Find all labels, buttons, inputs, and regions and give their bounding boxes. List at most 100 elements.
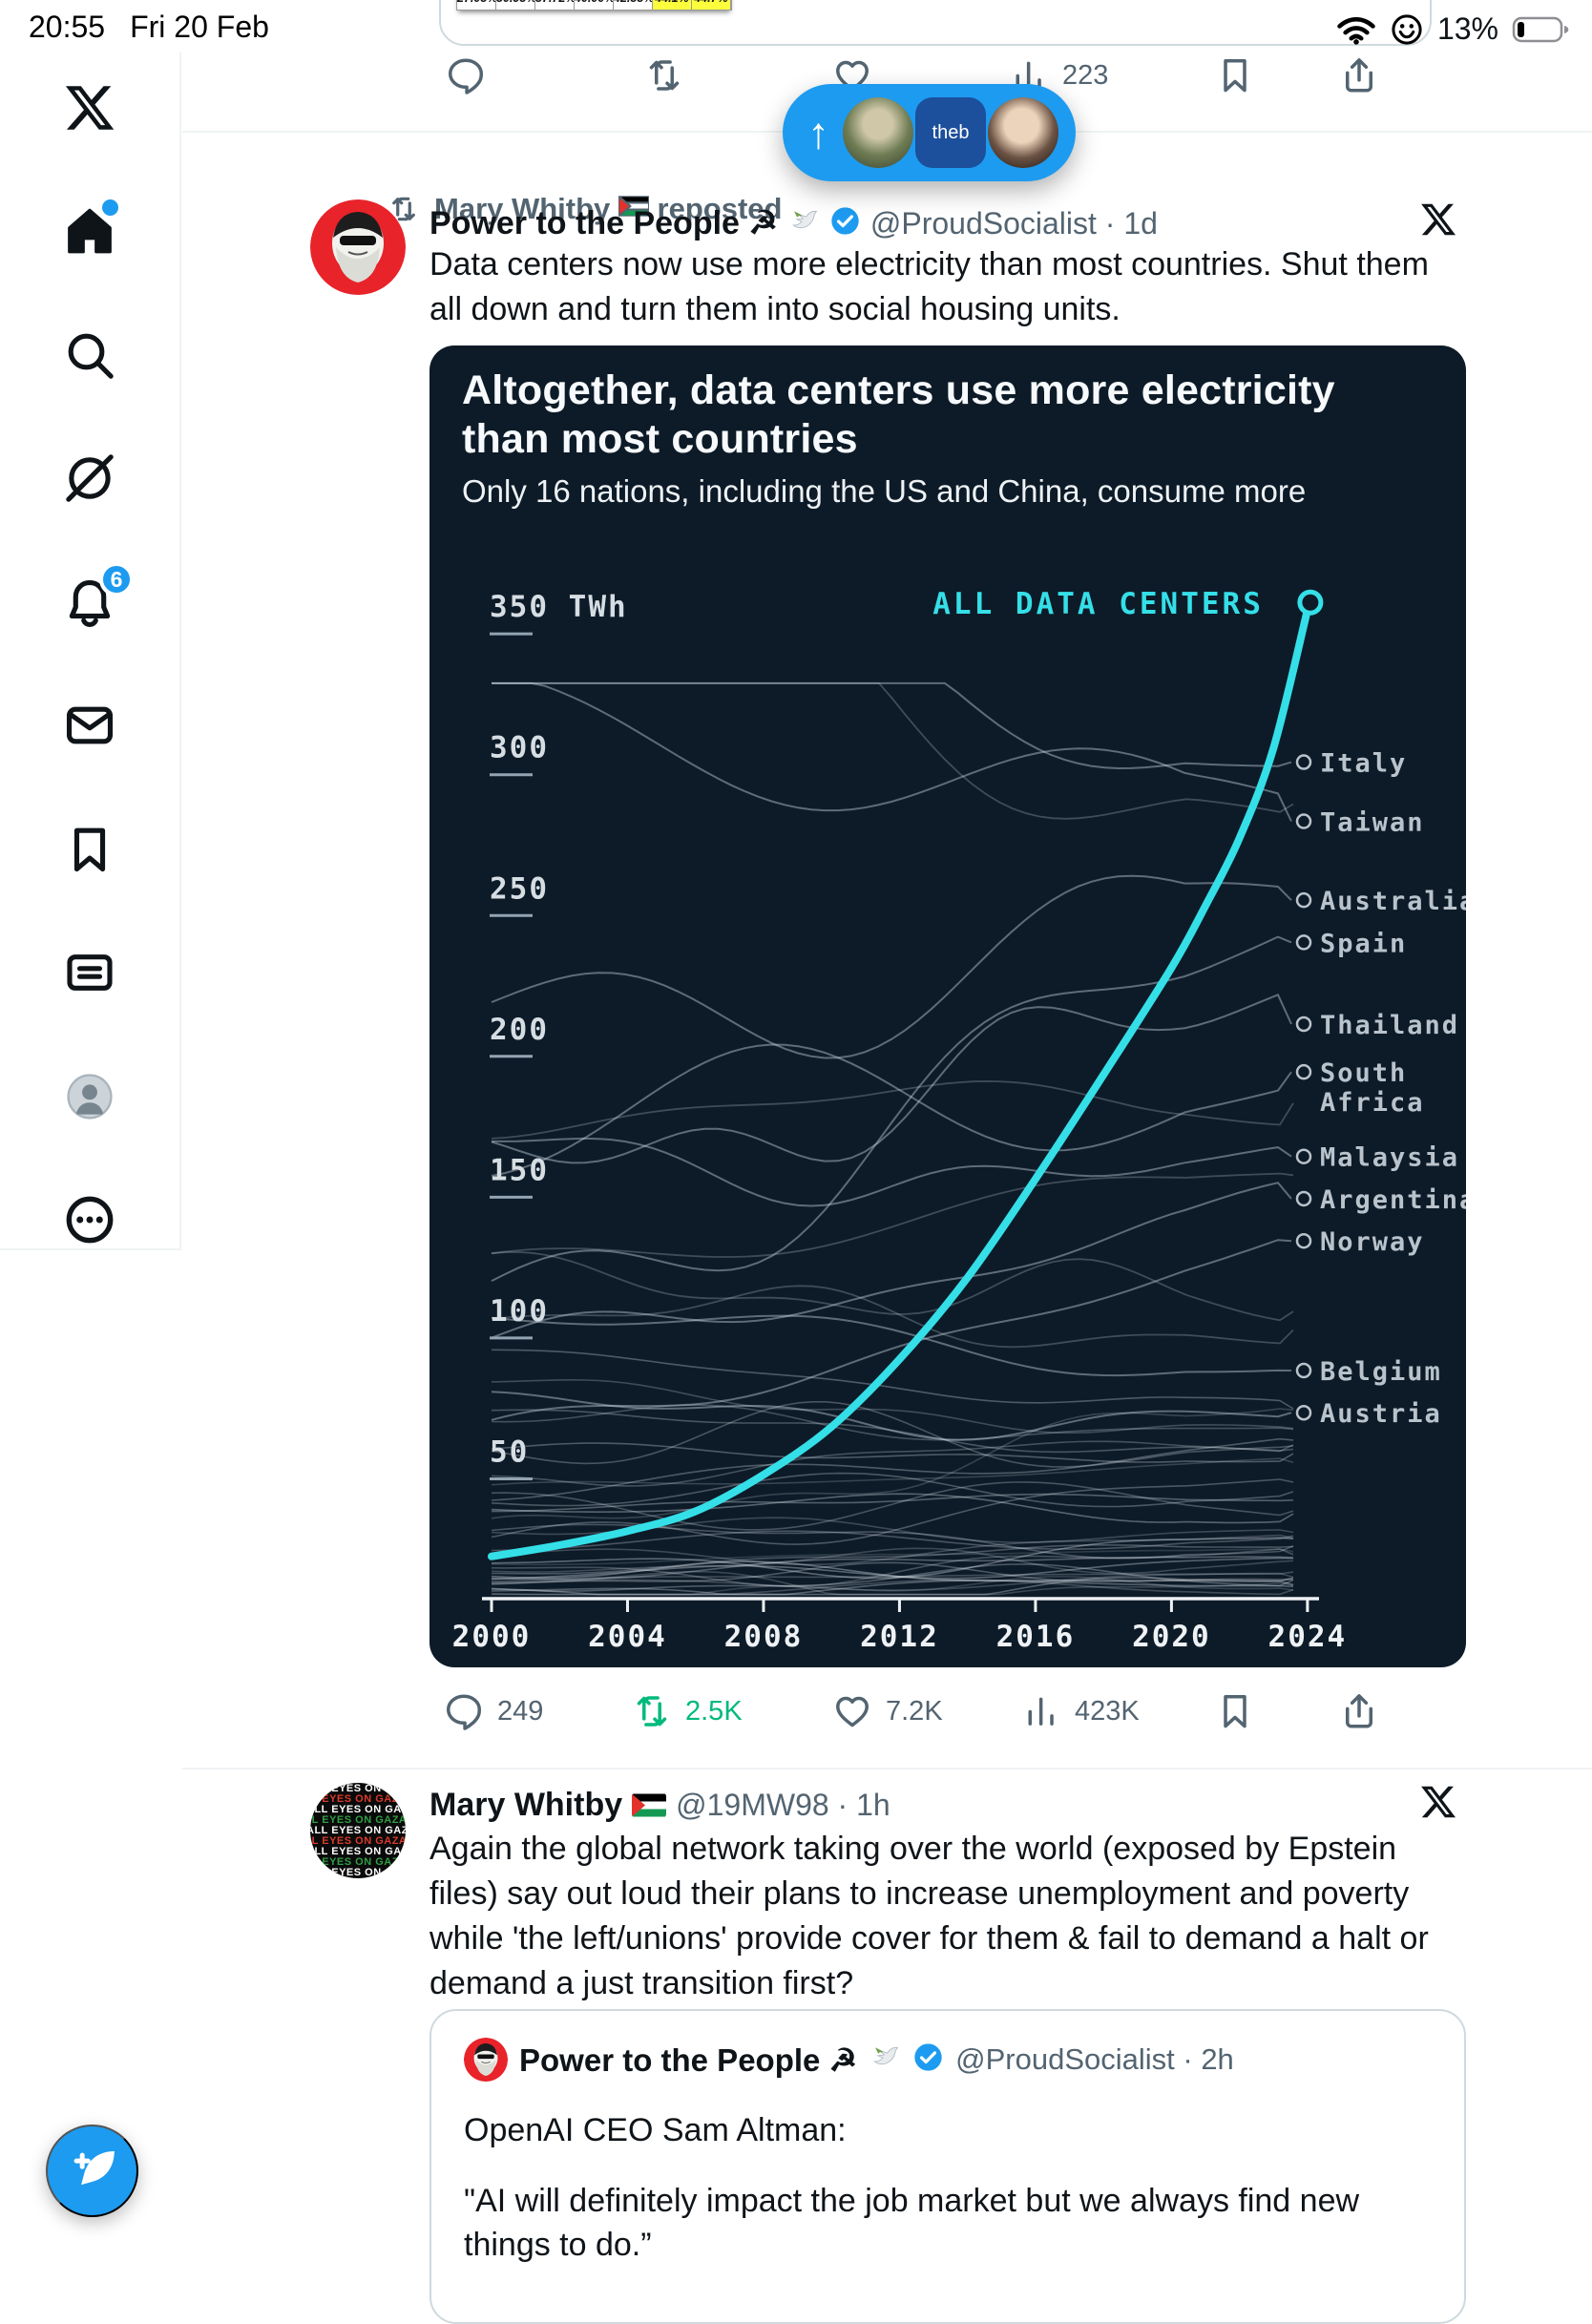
chart-title: Altogether, data centers use more electr… — [462, 367, 1335, 462]
svg-text:Australia: Australia — [1320, 887, 1466, 916]
sidebar: 6 — [0, 52, 181, 1250]
svg-text:Malaysia: Malaysia — [1320, 1143, 1459, 1173]
svg-text:Spain: Spain — [1320, 929, 1407, 958]
focus-smiley-icon — [1392, 13, 1422, 45]
avatar-theb-logo: theb — [915, 97, 986, 168]
chart-subtitle: Only 16 nations, including the US and Ch… — [462, 473, 1307, 509]
like-count: 7.2K — [886, 1695, 943, 1727]
bookmark-button[interactable] — [1215, 1691, 1255, 1731]
svg-text:150: 150 — [490, 1153, 549, 1187]
sidebar-item-search[interactable] — [61, 326, 118, 384]
views-button[interactable]: 423K — [1021, 1691, 1140, 1731]
repost-action-label: reposted — [657, 192, 783, 225]
scroll-to-top-pill[interactable]: ↑ theb — [783, 84, 1076, 181]
repost-header[interactable]: Mary Whitby reposted — [388, 191, 782, 226]
sidebar-item-bookmarks[interactable] — [61, 821, 118, 878]
reply-button[interactable]: 249 — [444, 1691, 543, 1731]
tweet-header[interactable]: Power to the People ☭ @ProudSocialist · … — [429, 204, 1158, 242]
timeline: 27.03%30.93%37.72%40.00%42.33%44.1%44.7%… — [182, 0, 1592, 2324]
svg-text:Belgium: Belgium — [1320, 1357, 1442, 1387]
tweet-actions: 223 — [182, 55, 1592, 99]
palestine-flag-icon — [632, 1793, 666, 1817]
compose-feather-icon — [73, 2150, 115, 2185]
battery-icon — [1512, 16, 1569, 42]
views-count: 423K — [1075, 1695, 1140, 1727]
tweet-actions: 249 2.5K 7.2K 423K — [182, 1691, 1592, 1735]
battery-percent: 13% — [1436, 11, 1498, 46]
quoted-tweet-header: Power to the People ☭ @ProudSocialist · … — [464, 2038, 1432, 2082]
svg-text:2016: 2016 — [996, 1620, 1076, 1654]
gaza-avatar[interactable]: ALL EYES ON GAZA CITY ALL EYES ON GAZA C… — [310, 1783, 406, 1878]
avatar — [988, 97, 1058, 168]
reply-button[interactable] — [446, 55, 486, 95]
svg-text:2000: 2000 — [452, 1620, 532, 1654]
like-button[interactable]: 7.2K — [832, 1691, 943, 1731]
clock: 20:55 Fri 20 Feb — [29, 10, 269, 45]
repost-button[interactable] — [644, 55, 684, 95]
verified-badge-icon — [829, 205, 861, 241]
display-name: Power to the People ☭ — [519, 2041, 858, 2078]
svg-text:2008: 2008 — [724, 1620, 804, 1654]
home-unread-dot — [102, 199, 118, 216]
svg-text:South: South — [1320, 1058, 1407, 1088]
svg-text:200: 200 — [490, 1013, 549, 1047]
sidebar-item-lists[interactable] — [61, 945, 118, 1002]
x-logo[interactable] — [61, 79, 118, 136]
sidebar-item-more[interactable] — [61, 1192, 118, 1249]
avatar-proudsocialist[interactable] — [310, 199, 406, 295]
divider — [182, 1768, 1592, 1769]
share-button[interactable] — [1339, 55, 1379, 95]
sidebar-item-notifications[interactable]: 6 — [61, 562, 134, 631]
svg-text:2020: 2020 — [1132, 1620, 1211, 1654]
bookmark-button[interactable] — [1215, 55, 1255, 95]
user-handle: @ProudSocialist · 2h — [955, 2042, 1234, 2076]
svg-text:Austria: Austria — [1320, 1399, 1442, 1429]
status-date: Fri 20 Feb — [130, 10, 269, 44]
svg-text:2012: 2012 — [860, 1620, 939, 1654]
sidebar-item-messages[interactable] — [61, 698, 118, 755]
display-name: Power to the People ☭ — [429, 205, 778, 241]
views-button[interactable]: 223 — [1009, 55, 1108, 95]
svg-text:50: 50 — [490, 1434, 529, 1469]
reposter-name: Mary Whitby — [434, 192, 611, 225]
marx-avatar-image — [310, 199, 406, 295]
x-watermark-icon — [1419, 200, 1457, 239]
share-button[interactable] — [1339, 1691, 1379, 1731]
svg-text:Italy: Italy — [1320, 749, 1407, 779]
svg-text:2024: 2024 — [1268, 1620, 1348, 1654]
svg-text:250: 250 — [490, 871, 549, 906]
dove-icon — [787, 205, 820, 242]
svg-text:ALL DATA CENTERS: ALL DATA CENTERS — [932, 587, 1264, 621]
data-centers-chart: Italy Taiwan Australia Spain Thailand SouthAf… — [452, 587, 1466, 1654]
repost-count: 2.5K — [685, 1695, 743, 1727]
status-time: 20:55 — [29, 10, 106, 44]
sidebar-item-home[interactable] — [61, 199, 118, 261]
compose-button[interactable] — [46, 2125, 138, 2217]
tweet-header[interactable]: Mary Whitby @19MW98 · 1h — [429, 1787, 890, 1824]
svg-text:Africa: Africa — [1320, 1088, 1425, 1118]
repost-button[interactable]: 2.5K — [632, 1691, 743, 1731]
svg-text:Taiwan: Taiwan — [1320, 808, 1425, 838]
cropped-media-card[interactable]: 27.03%30.93%37.72%40.00%42.33%44.1%44.7% — [439, 0, 1432, 46]
quoted-tweet-card[interactable]: Power to the People ☭ @ProudSocialist · … — [429, 2009, 1466, 2324]
sidebar-item-grok[interactable] — [61, 450, 118, 508]
chart-media[interactable]: Italy Taiwan Australia Spain Thailand South Af… — [429, 345, 1466, 1667]
theb-label: theb — [932, 121, 970, 143]
display-name: Mary Whitby — [429, 1787, 623, 1823]
user-handle: @19MW98 · 1h — [676, 1788, 890, 1822]
x-watermark-icon — [1419, 1783, 1457, 1821]
tweet-text: Data centers now use more electricity th… — [429, 246, 1429, 327]
wifi-icon — [1337, 16, 1375, 45]
reply-count: 249 — [497, 1695, 544, 1727]
quoted-text-line: "AI will definitely impact the job marke… — [464, 2183, 1360, 2263]
quoted-text-line: OpenAI CEO Sam Altman: — [464, 2112, 847, 2148]
svg-text:100: 100 — [490, 1294, 549, 1329]
svg-text:2004: 2004 — [588, 1620, 667, 1654]
avatar — [843, 97, 913, 168]
sidebar-item-profile[interactable] — [61, 1068, 118, 1125]
status-bar: 20:55 Fri 20 Feb 13% — [0, 0, 1592, 52]
user-handle: @ProudSocialist · 1d — [869, 205, 1158, 241]
avatar-proudsocialist — [464, 2038, 508, 2082]
dove-icon — [869, 2041, 901, 2079]
svg-text:Argentina: Argentina — [1320, 1185, 1466, 1215]
